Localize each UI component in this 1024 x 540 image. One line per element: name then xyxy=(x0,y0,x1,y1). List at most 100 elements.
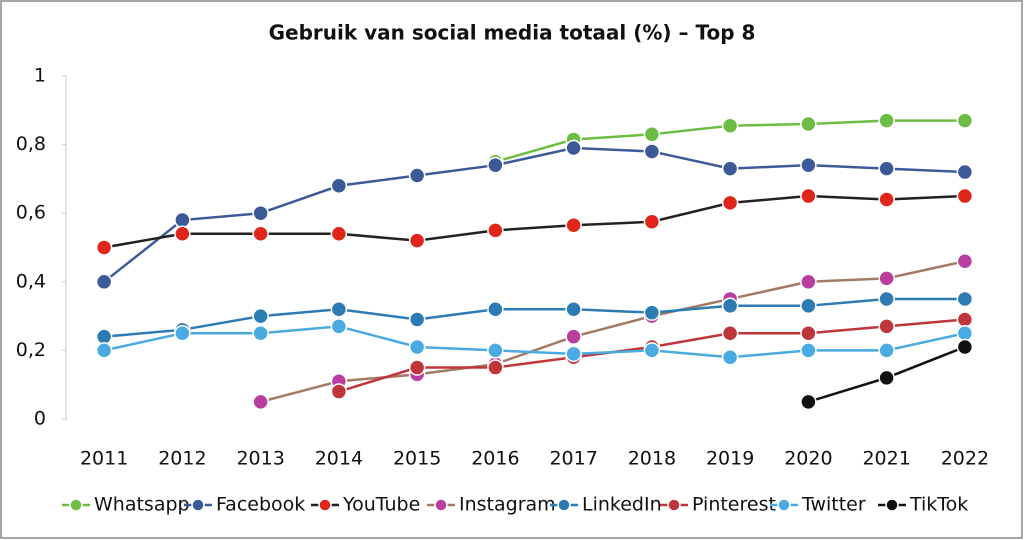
data-point xyxy=(408,232,426,249)
legend-marker xyxy=(434,498,448,512)
data-point xyxy=(800,273,817,291)
data-point xyxy=(721,160,739,177)
data-point xyxy=(721,325,739,342)
data-point xyxy=(878,290,895,308)
data-point xyxy=(878,270,895,287)
legend-marker xyxy=(557,498,571,512)
x-tick-label: 2020 xyxy=(784,448,832,470)
data-point xyxy=(956,311,974,328)
x-tick-label: 2012 xyxy=(158,448,206,470)
data-point xyxy=(330,318,348,335)
data-point xyxy=(565,216,582,234)
legend-marker xyxy=(777,498,791,512)
data-point xyxy=(643,213,661,231)
y-tick-label: 0,8 xyxy=(16,133,46,155)
data-point xyxy=(330,177,348,195)
data-point xyxy=(487,300,504,318)
chart-title: Gebruik van social media totaal (%) – To… xyxy=(269,21,756,45)
data-point xyxy=(95,342,113,359)
legend-label: YouTube xyxy=(342,494,420,516)
legend-label: Facebook xyxy=(216,494,305,516)
data-point xyxy=(800,115,817,133)
data-point xyxy=(956,187,974,205)
x-tick-label: 2018 xyxy=(628,448,676,470)
data-point xyxy=(721,349,739,366)
data-point xyxy=(174,225,191,243)
data-point xyxy=(174,211,191,229)
series-line xyxy=(104,297,965,338)
x-tick-label: 2021 xyxy=(862,448,910,470)
data-point xyxy=(800,325,817,342)
data-point xyxy=(487,156,504,174)
x-tick-label: 2022 xyxy=(941,448,989,470)
y-tick-label: 0 xyxy=(34,408,46,430)
data-point xyxy=(721,194,739,212)
x-tick-label: 2013 xyxy=(236,448,284,470)
data-point xyxy=(565,300,582,318)
data-point xyxy=(565,328,582,345)
data-point xyxy=(878,318,895,335)
data-point xyxy=(252,325,269,342)
data-point xyxy=(330,383,348,400)
data-point xyxy=(956,290,974,308)
legend-marker xyxy=(885,498,899,512)
data-point xyxy=(643,342,661,359)
data-point xyxy=(252,393,269,411)
legend-label: LinkedIn xyxy=(582,494,662,516)
data-point xyxy=(878,112,895,129)
data-point xyxy=(956,112,974,129)
series-line xyxy=(260,259,966,404)
legend-marker xyxy=(191,498,205,512)
legend-marker xyxy=(69,498,83,512)
series-line xyxy=(103,194,965,249)
x-tick-label: 2014 xyxy=(315,448,363,470)
data-point xyxy=(565,345,582,363)
data-point xyxy=(330,225,348,243)
data-point xyxy=(95,328,113,345)
data-point xyxy=(721,117,739,134)
data-point xyxy=(956,252,974,270)
data-point xyxy=(956,325,974,342)
series-line xyxy=(103,146,965,283)
legend-label: Twitter xyxy=(801,494,866,516)
data-point xyxy=(956,163,974,181)
x-tick-label: 2017 xyxy=(549,448,597,470)
legend-marker xyxy=(318,498,332,512)
data-point xyxy=(252,307,269,325)
x-tick-label: 2016 xyxy=(471,448,519,470)
data-point xyxy=(487,222,504,239)
x-tick-label: 2019 xyxy=(706,448,754,470)
data-point xyxy=(643,304,661,321)
x-tick-label: 2011 xyxy=(80,448,128,470)
y-tick-label: 1 xyxy=(34,65,46,87)
data-point xyxy=(800,393,817,411)
data-point xyxy=(800,156,817,174)
data-point xyxy=(800,342,817,359)
y-tick-label: 0,2 xyxy=(16,339,46,361)
y-tick-label: 0,6 xyxy=(16,202,46,224)
data-point xyxy=(408,359,426,376)
legend-label: Whatsapp xyxy=(94,494,190,516)
data-point xyxy=(800,187,817,205)
data-point xyxy=(408,311,426,328)
y-tick-label: 0,4 xyxy=(16,270,46,292)
data-point xyxy=(878,191,895,208)
data-point xyxy=(408,338,426,356)
data-point xyxy=(330,300,348,318)
x-tick-label: 2015 xyxy=(393,448,441,470)
data-point xyxy=(643,143,661,160)
data-point xyxy=(878,342,895,359)
data-point xyxy=(252,225,269,243)
data-point xyxy=(487,342,504,359)
data-point xyxy=(95,273,113,291)
legend-label: TikTok xyxy=(909,494,968,516)
data-point xyxy=(956,338,974,356)
legend-marker xyxy=(667,498,681,512)
data-point xyxy=(878,369,895,387)
data-point xyxy=(95,239,113,256)
data-point xyxy=(252,204,269,222)
data-point xyxy=(174,325,191,342)
data-point xyxy=(487,359,504,376)
